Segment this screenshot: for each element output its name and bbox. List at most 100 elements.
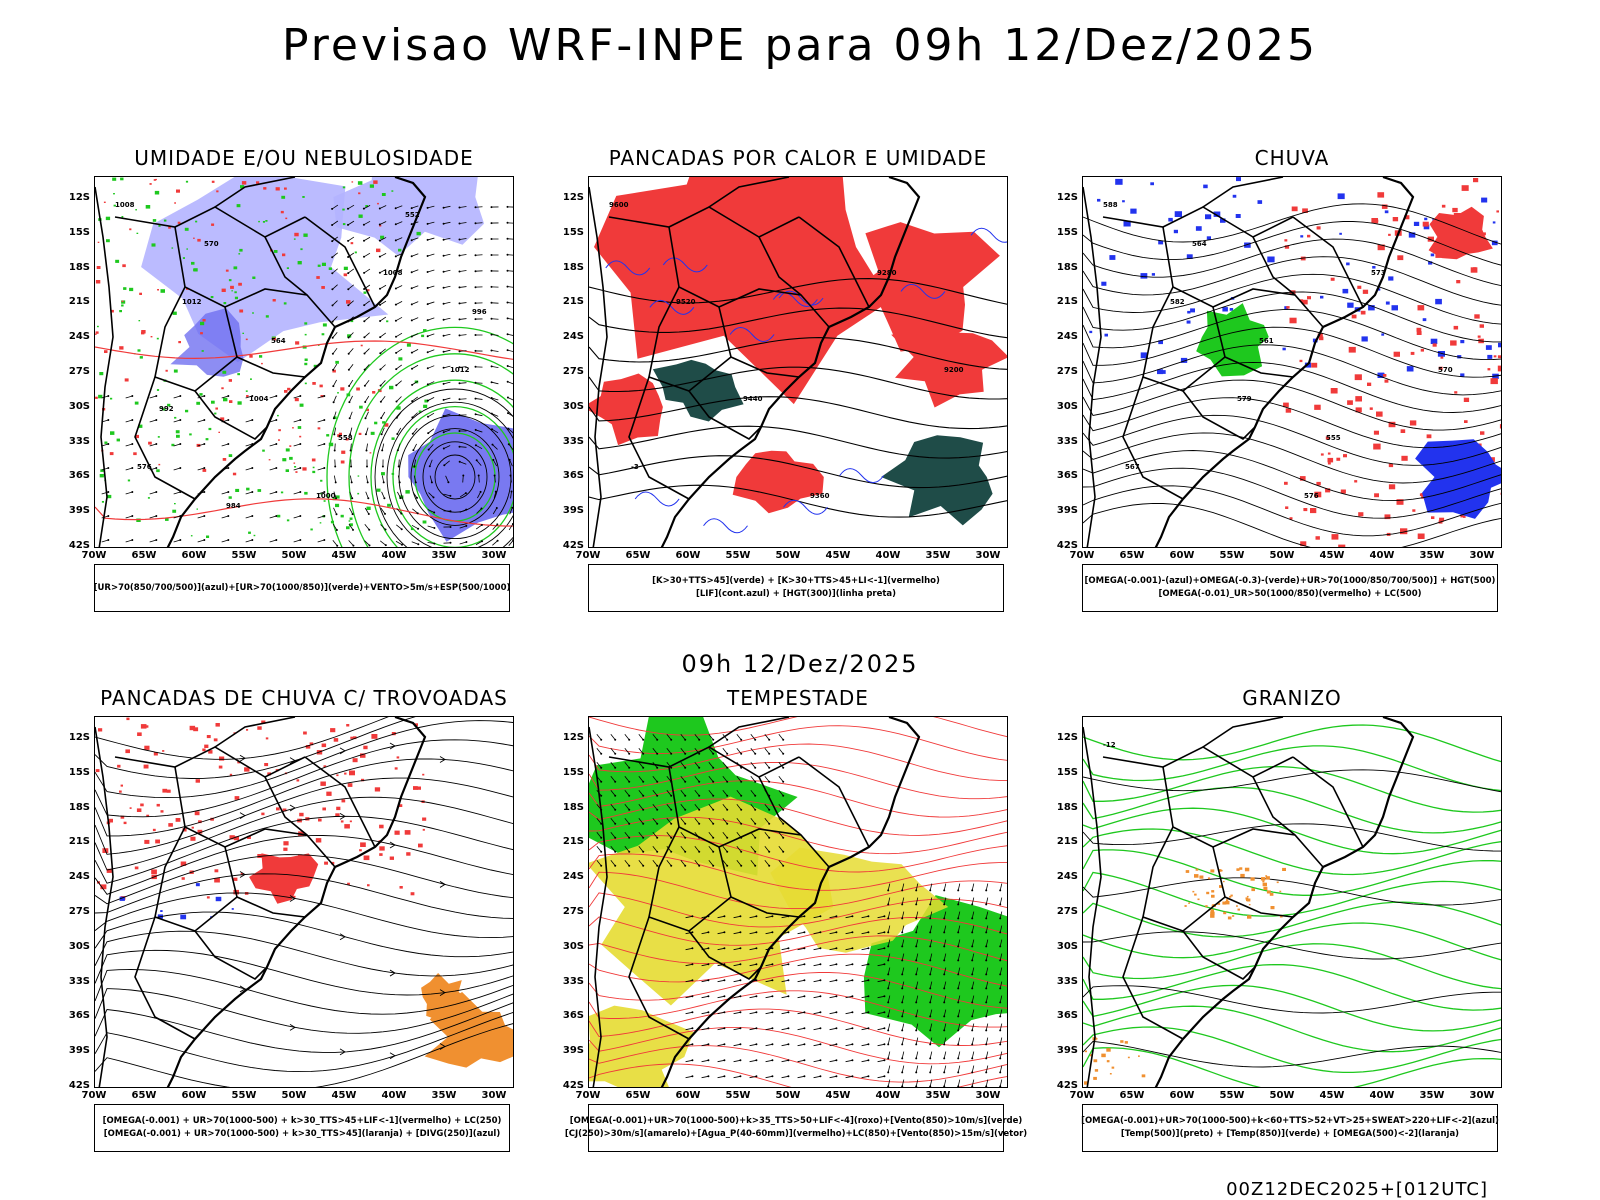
omega-area xyxy=(1180,357,1188,363)
wind-vector-head xyxy=(426,222,429,225)
wind-vector-head xyxy=(707,931,710,934)
storm-area xyxy=(162,788,168,793)
contour-label: 555 xyxy=(1326,434,1341,442)
wind-vector-head xyxy=(227,539,230,541)
wind-vector-head xyxy=(203,491,206,493)
wind-vector xyxy=(365,491,369,499)
wind-vector xyxy=(957,995,961,1003)
storm-area xyxy=(389,856,394,860)
wind-vector xyxy=(749,947,757,951)
wind-vector-head xyxy=(347,256,350,258)
omega-area xyxy=(1267,256,1275,263)
wind-vector xyxy=(411,317,419,321)
wind-vector xyxy=(887,953,891,961)
wind-vector xyxy=(845,947,853,951)
wind-vector xyxy=(475,222,483,224)
wind-vector xyxy=(459,334,467,336)
wind-vector xyxy=(781,995,789,999)
low-level-humidity xyxy=(323,500,326,502)
wind-vector xyxy=(333,427,337,435)
low-level-humidity xyxy=(116,438,120,442)
wind-vector xyxy=(332,540,338,546)
temperature-500-contour xyxy=(1083,769,1501,793)
latitude-label: 30S xyxy=(68,400,90,412)
wind-vector xyxy=(764,762,770,768)
wind-vector xyxy=(845,1011,853,1015)
wind-vector-head xyxy=(347,368,350,371)
wind-vector-head xyxy=(179,443,182,445)
storm-area xyxy=(155,839,160,844)
omega-area xyxy=(1174,211,1182,217)
state-border xyxy=(224,846,306,918)
storm-area xyxy=(215,723,220,727)
wind-vector-head xyxy=(929,917,932,920)
wind-vector-head xyxy=(787,1027,790,1030)
wind-vector xyxy=(364,316,370,322)
storm-area xyxy=(145,725,149,728)
storm-area xyxy=(140,803,144,807)
wind-vector-head xyxy=(107,539,110,541)
wind-vector xyxy=(396,524,402,530)
low-level-humidity xyxy=(186,248,188,250)
omega-area xyxy=(1101,281,1107,286)
wind-vector xyxy=(887,897,891,905)
wind-vector xyxy=(221,491,229,495)
wind-vector xyxy=(750,748,756,754)
low-level-humidity xyxy=(252,276,256,279)
wind-vector-head xyxy=(474,428,477,431)
omega-500-area xyxy=(1113,1087,1116,1088)
streamline xyxy=(95,892,513,939)
wind-vector-head xyxy=(971,987,974,990)
wind-vector-head xyxy=(397,465,400,468)
wind-vector xyxy=(971,1051,975,1059)
wind-vector-head xyxy=(490,254,493,256)
rain-area xyxy=(1416,327,1422,332)
streamline-arrow xyxy=(339,1048,346,1056)
rain-area xyxy=(1360,310,1366,315)
omega-area xyxy=(1413,221,1420,226)
wind-vector xyxy=(778,818,784,824)
wind-vector-head xyxy=(348,401,351,404)
height-contour xyxy=(1083,467,1501,519)
wind-vector-head xyxy=(943,889,946,892)
wind-vector xyxy=(765,1059,773,1063)
longitude-label: 70W xyxy=(1069,550,1095,561)
rain-area xyxy=(1357,285,1362,289)
wind-vector xyxy=(459,254,467,256)
wind-vector-head xyxy=(427,415,429,418)
wind-vector-head xyxy=(985,1057,988,1060)
wind-vector-head xyxy=(739,1075,742,1078)
map-plot xyxy=(95,717,513,1087)
wind-vector-head xyxy=(458,318,461,321)
thickness-marker xyxy=(346,300,351,304)
wind-vector xyxy=(379,316,387,322)
wind-vector xyxy=(929,995,933,1003)
omega-area xyxy=(1229,308,1234,311)
omega-500-area xyxy=(1111,1066,1115,1069)
wind-vector-head xyxy=(379,287,381,290)
wind-vector-head xyxy=(985,1001,988,1004)
wind-vector xyxy=(929,981,933,989)
wind-vector xyxy=(861,1059,869,1063)
wind-vector xyxy=(443,349,451,353)
wind-vector-head xyxy=(971,945,974,948)
wind-vector-head xyxy=(929,987,932,990)
wind-vector xyxy=(459,525,467,529)
wind-vector xyxy=(443,413,451,417)
wind-vector xyxy=(985,1051,989,1059)
wind-vector xyxy=(971,939,975,947)
latitude-label: 18S xyxy=(1056,801,1078,813)
wind-vector xyxy=(717,1059,725,1063)
low-level-humidity xyxy=(283,302,287,305)
wind-vector-head xyxy=(411,400,414,403)
wind-vector-head xyxy=(656,738,659,741)
wind-vector-head xyxy=(867,995,870,998)
wind-vector-head xyxy=(323,443,326,445)
wind-vector-head xyxy=(395,368,398,371)
wind-vector-head xyxy=(411,367,413,370)
wind-vector-head xyxy=(493,474,496,477)
wind-vector-head xyxy=(506,301,509,304)
low-level-humidity xyxy=(156,469,160,473)
state-border xyxy=(304,216,376,308)
storm-area xyxy=(194,811,200,816)
